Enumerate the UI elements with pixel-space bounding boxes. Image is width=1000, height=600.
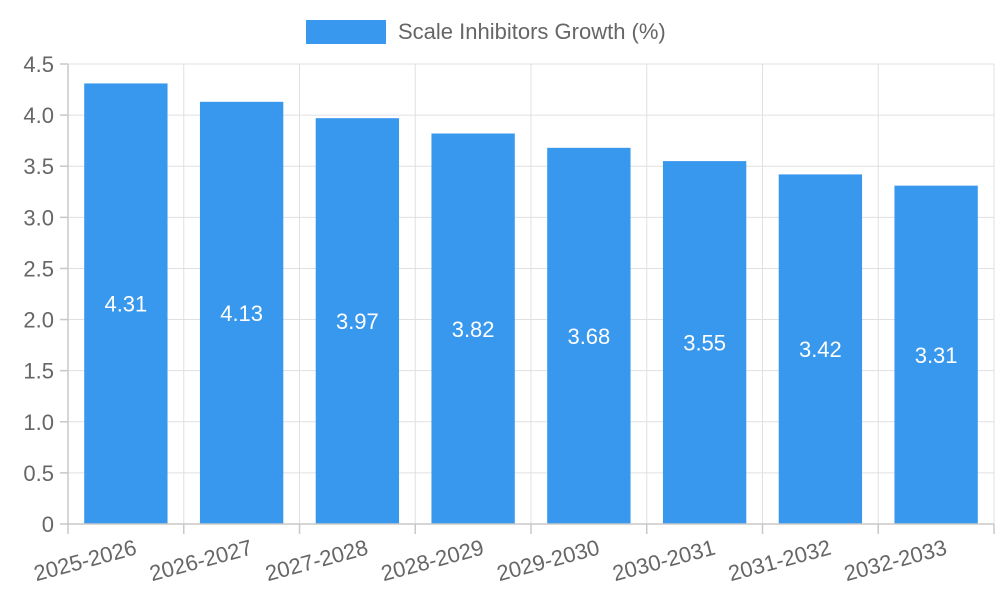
- y-tick-label: 4.0: [23, 103, 54, 128]
- bar[interactable]: [662, 161, 747, 524]
- x-tick-label: 2029-2030: [494, 535, 602, 586]
- axes: [60, 63, 995, 534]
- legend[interactable]: Scale Inhibitors Growth (%): [306, 19, 666, 44]
- bar-value-label: 3.82: [452, 317, 495, 342]
- y-tick-label: 4.5: [23, 52, 54, 77]
- bar[interactable]: [894, 185, 978, 524]
- x-tick-label: 2026-2027: [147, 535, 255, 586]
- y-tick-label: 3.0: [23, 205, 54, 230]
- bar-value-label: 4.31: [104, 292, 147, 317]
- y-tick-label: 1.5: [23, 359, 54, 384]
- y-tick-label: 3.5: [23, 154, 54, 179]
- bar-value-label: 3.68: [567, 324, 610, 349]
- x-tick-label: 2030-2031: [610, 535, 718, 586]
- bar-value-label: 3.31: [915, 343, 958, 368]
- x-tick-label: 2032-2033: [841, 535, 949, 586]
- x-tick-label: 2027-2028: [263, 535, 371, 586]
- bar[interactable]: [547, 147, 631, 525]
- y-tick-label: 2.0: [23, 308, 54, 333]
- bar-value-label: 3.97: [336, 309, 379, 334]
- bar[interactable]: [778, 174, 863, 524]
- bar[interactable]: [199, 101, 284, 525]
- bar[interactable]: [315, 118, 400, 524]
- bar-value-label: 3.55: [683, 331, 726, 356]
- y-tick-label: 0.5: [23, 461, 54, 486]
- y-tick-label: 2.5: [23, 256, 54, 281]
- y-tick-label: 1.0: [23, 410, 54, 435]
- legend-label[interactable]: Scale Inhibitors Growth (%): [398, 19, 666, 44]
- y-tick-label: 0: [42, 512, 54, 537]
- bar-value-label: 4.13: [220, 301, 263, 326]
- legend-swatch[interactable]: [306, 20, 386, 44]
- x-tick-label: 2025-2026: [31, 535, 139, 586]
- bar-value-label: 3.42: [799, 337, 842, 362]
- bar[interactable]: [84, 83, 168, 524]
- x-tick-label: 2028-2029: [378, 535, 486, 586]
- bar[interactable]: [431, 133, 515, 524]
- bars: [84, 83, 978, 525]
- x-tick-label: 2031-2032: [726, 535, 834, 586]
